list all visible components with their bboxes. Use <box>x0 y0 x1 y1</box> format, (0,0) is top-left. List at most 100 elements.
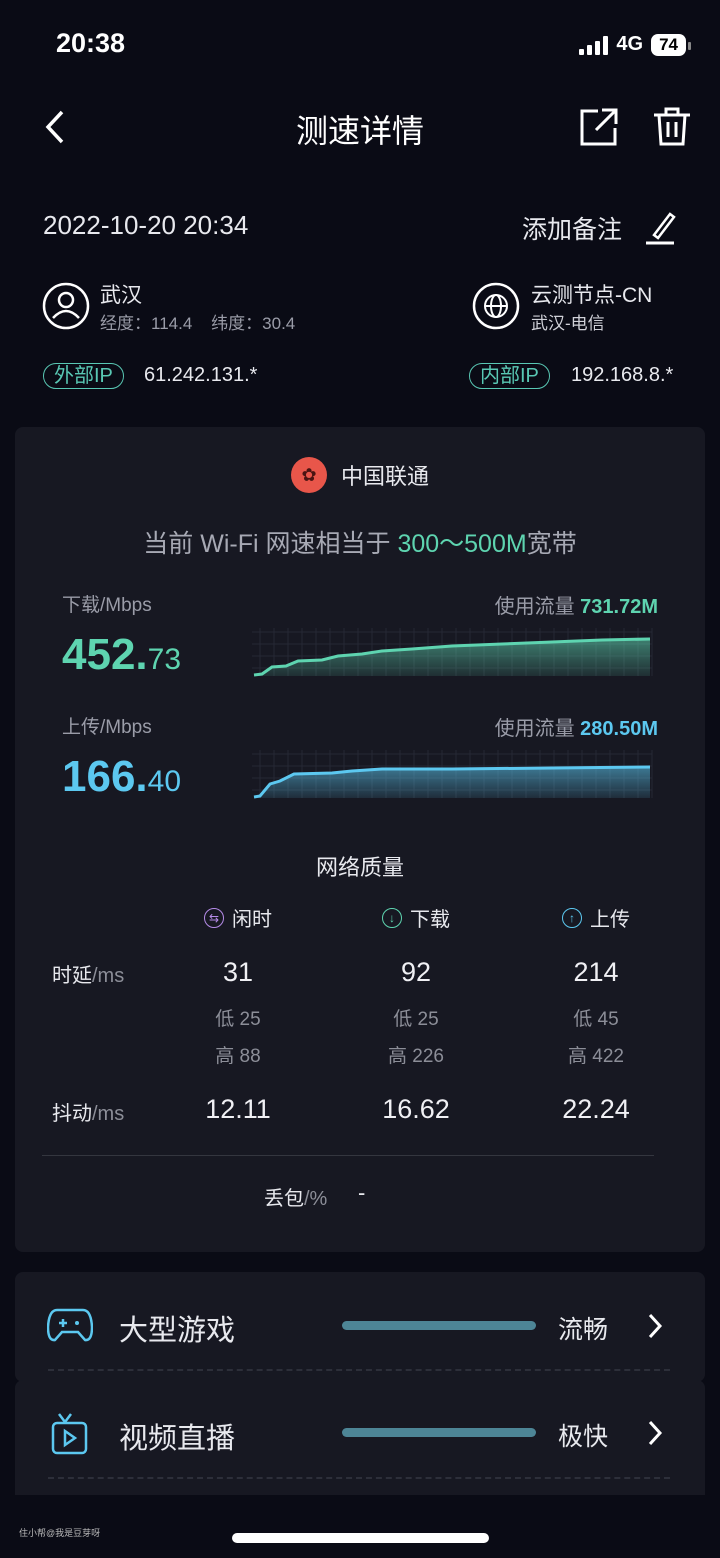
latency-low: 低 45 <box>573 1009 619 1030</box>
scenario-name: 视频直播 <box>119 1423 236 1455</box>
scenario-name: 大型游戏 <box>119 1315 236 1347</box>
chart-area <box>254 639 650 676</box>
loss-unit: /% <box>304 1188 328 1210</box>
gamepad-icon <box>47 1308 93 1342</box>
scenario-level-bar <box>342 1321 536 1330</box>
trash-icon[interactable] <box>652 106 692 148</box>
latency-value: 31 <box>222 957 254 987</box>
col-upload-label: 上传 <box>590 909 630 931</box>
download-label: 下载/Mbps <box>62 595 152 616</box>
upload-usage-value: 280.50M <box>580 718 658 740</box>
upload-dec: 40 <box>147 765 182 798</box>
city: 武汉 <box>100 284 142 307</box>
jitter-label-text: 抖动 <box>52 1103 92 1125</box>
network-type: 4G <box>616 33 644 55</box>
isp-row: ✿ 中国联通 <box>0 457 720 493</box>
home-indicator[interactable] <box>232 1533 489 1543</box>
external-ip: 61.242.131.* <box>144 364 258 386</box>
watermark: 住小帮@我是豆芽呀 <box>19 1528 101 1538</box>
upload-speed: 166.40 <box>62 752 181 802</box>
test-node[interactable]: 云测节点-CN <box>531 284 653 307</box>
packet-loss-value: - <box>358 1180 366 1205</box>
summary-prefix: 当前 Wi-Fi 网速相当于 <box>143 530 398 558</box>
tv-play-icon <box>51 1413 88 1455</box>
latency-low: 低 25 <box>215 1009 261 1030</box>
divider <box>48 1369 670 1371</box>
jitter-label: 抖动/ms <box>52 1097 124 1126</box>
scenario-rating: 极快 <box>558 1423 609 1451</box>
add-note-button[interactable]: 添加备注 <box>522 210 676 246</box>
download-arrow-icon: ↓ <box>382 907 402 928</box>
download-usage: 使用流量 731.72M <box>495 590 658 619</box>
share-icon[interactable] <box>578 106 620 148</box>
scenario-rating: 流畅 <box>558 1316 609 1344</box>
divider <box>48 1477 670 1479</box>
upload-usage: 使用流量 280.50M <box>495 712 658 741</box>
latency-high: 高 422 <box>568 1046 624 1067</box>
test-datetime: 2022-10-20 20:34 <box>43 210 249 240</box>
quality-title: 网络质量 <box>315 855 404 880</box>
chart-area <box>254 767 650 798</box>
jitter-unit: /ms <box>92 1103 125 1125</box>
coordinates: 经度：114.4 纬度：30.4 <box>100 314 296 333</box>
chevron-right-icon <box>648 1420 663 1446</box>
upload-usage-label: 使用流量 <box>494 718 575 740</box>
external-ip-badge: 外部IP <box>43 363 124 389</box>
china-unicom-logo-icon: ✿ <box>290 457 327 493</box>
download-usage-label: 使用流量 <box>494 596 575 618</box>
col-upload: ↑ 上传 <box>526 903 666 932</box>
col-download: ↓ 下载 <box>346 903 486 932</box>
internal-ip-badge: 内部IP <box>469 363 550 389</box>
latency-high: 高 226 <box>388 1046 444 1067</box>
latency-unit: /ms <box>92 965 125 987</box>
idle-icon: ⇆ <box>204 907 224 928</box>
divider <box>42 1155 654 1156</box>
download-int: 452. <box>62 630 148 679</box>
node-location: 武汉-电信 <box>531 314 605 333</box>
speed-summary: 当前 Wi-Fi 网速相当于 300～500M宽带 <box>0 524 720 560</box>
battery-icon: 74 <box>651 33 691 56</box>
internal-ip: 192.168.8.* <box>571 364 674 386</box>
scenario-game[interactable]: 大型游戏 流畅 <box>15 1272 705 1382</box>
chevron-right-icon <box>648 1313 663 1339</box>
download-usage-value: 731.72M <box>580 596 658 618</box>
jitter-value: 16.62 <box>382 1094 450 1124</box>
upload-chart <box>252 750 653 799</box>
pencil-icon <box>646 212 676 245</box>
latency-high: 高 88 <box>215 1046 261 1067</box>
chart-line <box>253 637 651 677</box>
jitter-value: 12.11 <box>205 1094 271 1124</box>
download-chart <box>252 628 653 677</box>
chart-line <box>253 765 651 799</box>
loss-label-text: 丢包 <box>264 1188 304 1210</box>
latency-value: 214 <box>573 957 619 987</box>
signal-icon <box>579 35 609 55</box>
result-card <box>15 427 705 1252</box>
summary-suffix: 宽带 <box>526 530 577 558</box>
scenario-video[interactable]: 视频直播 极快 <box>15 1380 705 1495</box>
upload-int: 166. <box>62 752 148 801</box>
upload-arrow-icon: ↑ <box>562 907 582 928</box>
latency-label-text: 时延 <box>52 965 92 987</box>
download-speed: 452.73 <box>62 630 181 680</box>
add-note-label: 添加备注 <box>522 216 623 244</box>
col-idle-label: 闲时 <box>232 909 272 931</box>
scenario-level-bar <box>342 1428 536 1437</box>
upload-label: 上传/Mbps <box>62 717 152 738</box>
globe-icon <box>472 282 520 330</box>
status-time: 20:38 <box>56 28 126 58</box>
isp-name: 中国联通 <box>340 464 429 489</box>
latency-label: 时延/ms <box>52 959 124 988</box>
packet-loss-label: 丢包/% <box>264 1182 327 1211</box>
col-download-label: 下载 <box>410 909 450 931</box>
back-icon[interactable] <box>40 108 70 148</box>
user-location-icon <box>42 282 90 330</box>
download-dec: 73 <box>147 643 182 676</box>
jitter-value: 22.24 <box>562 1094 630 1124</box>
latency-value: 92 <box>400 957 432 987</box>
latency-low: 低 25 <box>393 1009 439 1030</box>
page-title: 测速详情 <box>295 113 424 149</box>
summary-value: 300～500M <box>397 530 527 558</box>
status-bar: 4G 74 <box>579 33 691 56</box>
col-idle: ⇆ 闲时 <box>168 903 308 932</box>
